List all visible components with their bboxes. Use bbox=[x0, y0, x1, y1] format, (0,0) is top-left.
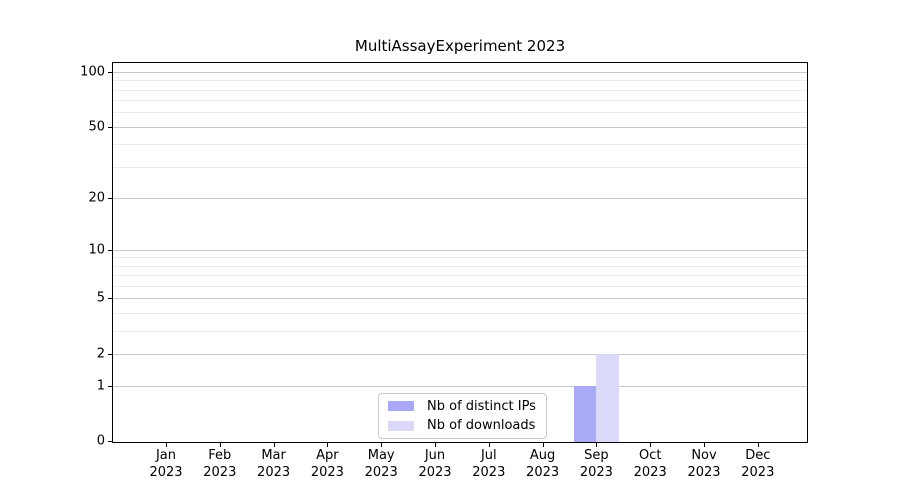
x-tick-label-dec: Dec 2023 bbox=[726, 448, 790, 481]
y-tick-0 bbox=[108, 441, 112, 442]
gridline-major-100 bbox=[113, 72, 807, 73]
y-tick-100 bbox=[108, 72, 112, 73]
y-tick-label-5: 5 bbox=[96, 290, 105, 306]
x-tick-jul bbox=[488, 443, 490, 447]
legend-item-downloads: Nb of downloads bbox=[386, 418, 539, 435]
x-tick-may bbox=[381, 443, 383, 447]
x-tick-label-feb: Feb 2023 bbox=[188, 448, 252, 481]
gridline-major-20 bbox=[113, 197, 807, 199]
y-tick-label-10: 10 bbox=[88, 242, 105, 258]
gridline-major-1 bbox=[113, 386, 807, 388]
x-tick-label-mar: Mar 2023 bbox=[242, 448, 306, 481]
gridline-minor-70 bbox=[113, 100, 807, 102]
x-tick-label-oct: Oct 2023 bbox=[618, 448, 682, 481]
x-tick-label-may: May 2023 bbox=[349, 448, 413, 481]
y-tick-label-20: 20 bbox=[88, 190, 105, 206]
x-label-year: 2023 bbox=[633, 464, 667, 480]
x-label-month: Dec bbox=[745, 448, 771, 463]
bar-sep-nb-of-distinct-ips bbox=[574, 386, 597, 442]
y-tick-label-0: 0 bbox=[96, 433, 105, 449]
gridline-minor-9 bbox=[113, 257, 807, 259]
x-tick-feb bbox=[219, 443, 221, 447]
gridline-minor-30 bbox=[113, 166, 807, 168]
gridline-minor-4 bbox=[113, 313, 807, 314]
gridline-minor-90 bbox=[113, 80, 807, 82]
y-tick-10 bbox=[108, 249, 112, 251]
x-tick-label-jan: Jan 2023 bbox=[134, 448, 198, 481]
x-tick-jan bbox=[166, 443, 167, 447]
y-tick-label-2: 2 bbox=[96, 346, 105, 362]
x-tick-jun bbox=[435, 443, 436, 447]
gridline-minor-80 bbox=[113, 89, 807, 91]
gridline-minor-6 bbox=[113, 286, 807, 287]
y-tick-label-50: 50 bbox=[88, 119, 105, 135]
gridline-minor-40 bbox=[113, 144, 807, 146]
x-label-month: Apr bbox=[316, 448, 339, 463]
x-tick-label-sep: Sep 2023 bbox=[564, 448, 628, 481]
x-tick-mar bbox=[273, 443, 275, 447]
x-label-year: 2023 bbox=[418, 464, 452, 480]
gridline-minor-60 bbox=[113, 112, 807, 114]
x-tick-label-jun: Jun 2023 bbox=[403, 448, 467, 481]
x-label-year: 2023 bbox=[310, 464, 344, 480]
legend-label-distinct-ips: Nb of distinct IPs bbox=[427, 398, 536, 414]
bar-sep-nb-of-downloads bbox=[596, 353, 619, 442]
x-tick-label-nov: Nov 2023 bbox=[672, 448, 736, 481]
x-label-year: 2023 bbox=[149, 464, 183, 480]
gridline-major-5 bbox=[113, 298, 807, 300]
gridline-major-10 bbox=[113, 249, 807, 251]
x-label-year: 2023 bbox=[472, 464, 506, 480]
legend: Nb of distinct IPs Nb of downloads bbox=[378, 393, 547, 439]
x-label-month: Jan bbox=[155, 448, 177, 463]
x-label-year: 2023 bbox=[687, 464, 721, 480]
x-tick-label-jul: Jul 2023 bbox=[457, 448, 521, 481]
x-label-month: Aug bbox=[529, 448, 556, 463]
y-tick-5 bbox=[108, 298, 112, 300]
x-tick-sep bbox=[596, 443, 598, 447]
x-label-year: 2023 bbox=[741, 464, 775, 480]
gridline-minor-8 bbox=[113, 265, 807, 267]
x-label-month: Feb bbox=[208, 448, 232, 463]
gridline-major-2 bbox=[113, 353, 807, 355]
x-tick-oct bbox=[650, 443, 652, 447]
legend-swatch-distinct-ips bbox=[388, 401, 414, 412]
x-tick-dec bbox=[757, 443, 759, 447]
x-label-month: Nov bbox=[691, 448, 717, 463]
x-label-year: 2023 bbox=[579, 464, 613, 480]
x-label-month: Jul bbox=[480, 448, 497, 463]
y-tick-label-1: 1 bbox=[96, 378, 105, 394]
x-label-year: 2023 bbox=[526, 464, 560, 480]
x-tick-label-aug: Aug 2023 bbox=[511, 448, 575, 481]
y-tick-label-100: 100 bbox=[80, 64, 105, 80]
x-tick-nov bbox=[704, 443, 705, 447]
x-tick-apr bbox=[327, 443, 329, 447]
legend-label-downloads: Nb of downloads bbox=[427, 418, 536, 434]
x-tick-aug bbox=[542, 443, 544, 447]
gridline-minor-7 bbox=[113, 275, 807, 277]
x-label-month: Oct bbox=[638, 448, 662, 463]
y-tick-20 bbox=[108, 197, 112, 199]
y-tick-1 bbox=[108, 386, 112, 388]
x-label-month: May bbox=[367, 448, 395, 463]
gridline-minor-3 bbox=[113, 330, 807, 332]
x-label-year: 2023 bbox=[364, 464, 398, 480]
plot-area: 0 1 2 5 10 20 50 100 Jan 2023 Feb 2023 Mar 2023 Apr 202… bbox=[80, 62, 808, 480]
x-tick-label-apr: Apr 2023 bbox=[295, 448, 359, 481]
x-label-month: Jun bbox=[424, 448, 446, 463]
gridline-major-50 bbox=[113, 126, 807, 128]
y-tick-2 bbox=[108, 353, 112, 355]
legend-item-distinct-ips: Nb of distinct IPs bbox=[386, 398, 539, 415]
x-label-month: Sep bbox=[584, 448, 609, 463]
y-tick-50 bbox=[108, 126, 112, 128]
x-label-year: 2023 bbox=[257, 464, 291, 480]
x-label-month: Mar bbox=[261, 448, 286, 463]
x-label-year: 2023 bbox=[203, 464, 237, 480]
chart-title: MultiAssayExperiment 2023 bbox=[354, 37, 566, 55]
legend-swatch-downloads bbox=[388, 420, 414, 431]
